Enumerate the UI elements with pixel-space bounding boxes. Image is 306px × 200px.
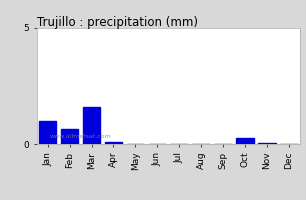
Bar xyxy=(258,143,276,144)
Bar xyxy=(236,138,254,144)
Bar xyxy=(61,129,78,144)
Text: Trujillo : precipitation (mm): Trujillo : precipitation (mm) xyxy=(37,16,198,29)
Bar xyxy=(83,107,100,144)
Text: www.allmetsat.com: www.allmetsat.com xyxy=(50,134,112,139)
Bar xyxy=(105,142,122,144)
Bar xyxy=(39,121,56,144)
